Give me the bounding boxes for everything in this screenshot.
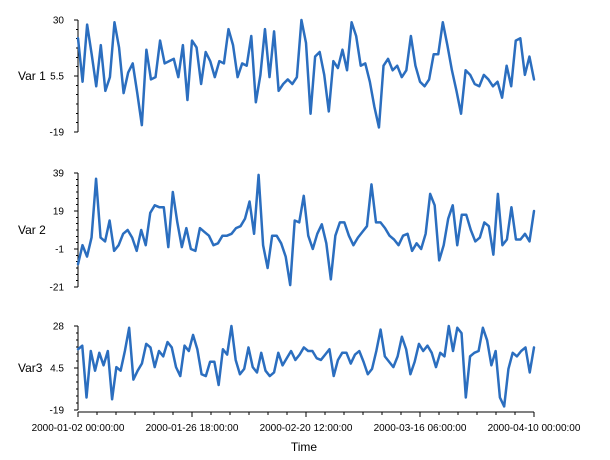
x-tick-label: 2000-04-10 00:00:00 [488, 423, 581, 434]
y-axis-label: Var 2 [18, 223, 46, 237]
y-tick-label: -19 [50, 128, 65, 139]
x-axis-label: Time [291, 440, 318, 454]
y-tick-label: 19 [53, 207, 65, 218]
panels-layer: 30 5.5 -19 Var 1 39 19 -1 -21 Var 2 28 4.5 -19 Var3 [18, 16, 536, 417]
x-tick-label: 2000-01-02 00:00:00 [32, 423, 125, 434]
y-tick-label: 4.5 [50, 364, 64, 375]
x-tick-label: 2000-03-16 06:00:00 [374, 423, 467, 434]
series-line [76, 18, 536, 129]
series-line [76, 324, 536, 408]
x-tick-label: 2000-02-20 12:00:00 [260, 423, 353, 434]
series-line [76, 173, 536, 287]
y-axis-label: Var3 [18, 361, 43, 375]
y-tick-label: 28 [53, 322, 65, 333]
y-axis-label: Var 1 [18, 69, 46, 83]
panel-2: 39 19 -1 -21 Var 2 [18, 169, 536, 294]
y-tick-label: 5.5 [50, 72, 64, 83]
y-tick-label: -1 [55, 245, 64, 256]
y-tick-label: 30 [53, 16, 65, 27]
x-axis-layer: 2000-01-02 00:00:00 2000-01-26 18:00:00 20… [32, 411, 581, 434]
x-tick-label: 2000-01-26 18:00:00 [146, 423, 239, 434]
y-tick-label: 39 [53, 169, 65, 180]
panel-1: 30 5.5 -19 Var 1 [18, 16, 536, 139]
y-tick-label: -21 [50, 283, 65, 294]
y-tick-label: -19 [50, 406, 65, 417]
panel-3: 28 4.5 -19 Var3 [18, 322, 536, 417]
